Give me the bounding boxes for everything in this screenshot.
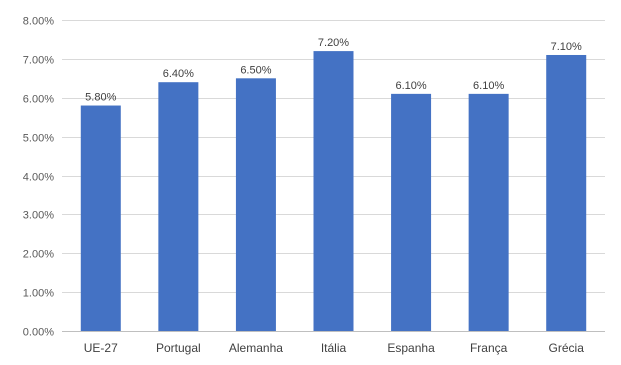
bars: [80, 51, 587, 332]
x-tick-label: Grécia: [549, 341, 585, 355]
x-tick-label: Espanha: [387, 341, 435, 355]
y-tick-label: 1.00%: [23, 288, 54, 300]
bar: [468, 93, 509, 331]
data-label: 6.10%: [473, 80, 504, 92]
y-tick-label: 8.00%: [23, 16, 54, 28]
bar: [391, 93, 432, 331]
data-label: 6.40%: [163, 68, 194, 80]
x-tick-label: Portugal: [156, 341, 201, 355]
bar: [546, 54, 587, 332]
data-label: 5.80%: [85, 92, 116, 104]
y-tick-label: 5.00%: [23, 133, 54, 145]
data-label: 7.20%: [318, 37, 349, 49]
bar: [158, 82, 199, 331]
x-tick-label: França: [470, 341, 508, 355]
y-tick-label: 6.00%: [23, 94, 54, 106]
y-tick-label: 7.00%: [23, 55, 54, 67]
bar: [80, 105, 121, 332]
x-tick-label: Itália: [321, 341, 347, 355]
data-label: 7.10%: [551, 41, 582, 53]
y-tick-label: 0.00%: [23, 327, 54, 339]
y-tick-label: 2.00%: [23, 249, 54, 261]
bar: [235, 78, 276, 331]
data-labels: 5.80% 6.40% 6.50% 7.20% 6.10% 6.10% 7.10%: [85, 37, 582, 103]
y-tick-label: 3.00%: [23, 210, 54, 222]
x-axis-category-labels: UE-27 Portugal Alemanha Itália Espanha França…: [84, 341, 584, 355]
data-label: 6.50%: [240, 64, 271, 76]
x-tick-label: UE-27: [84, 341, 118, 355]
x-tick-label: Alemanha: [229, 341, 283, 355]
data-label: 6.10%: [395, 80, 426, 92]
y-axis-tick-labels: 0.00% 1.00% 2.00% 3.00% 4.00% 5.00% 6.00% 7.00%…: [23, 16, 54, 339]
y-tick-label: 4.00%: [23, 172, 54, 184]
bar: [313, 51, 354, 331]
